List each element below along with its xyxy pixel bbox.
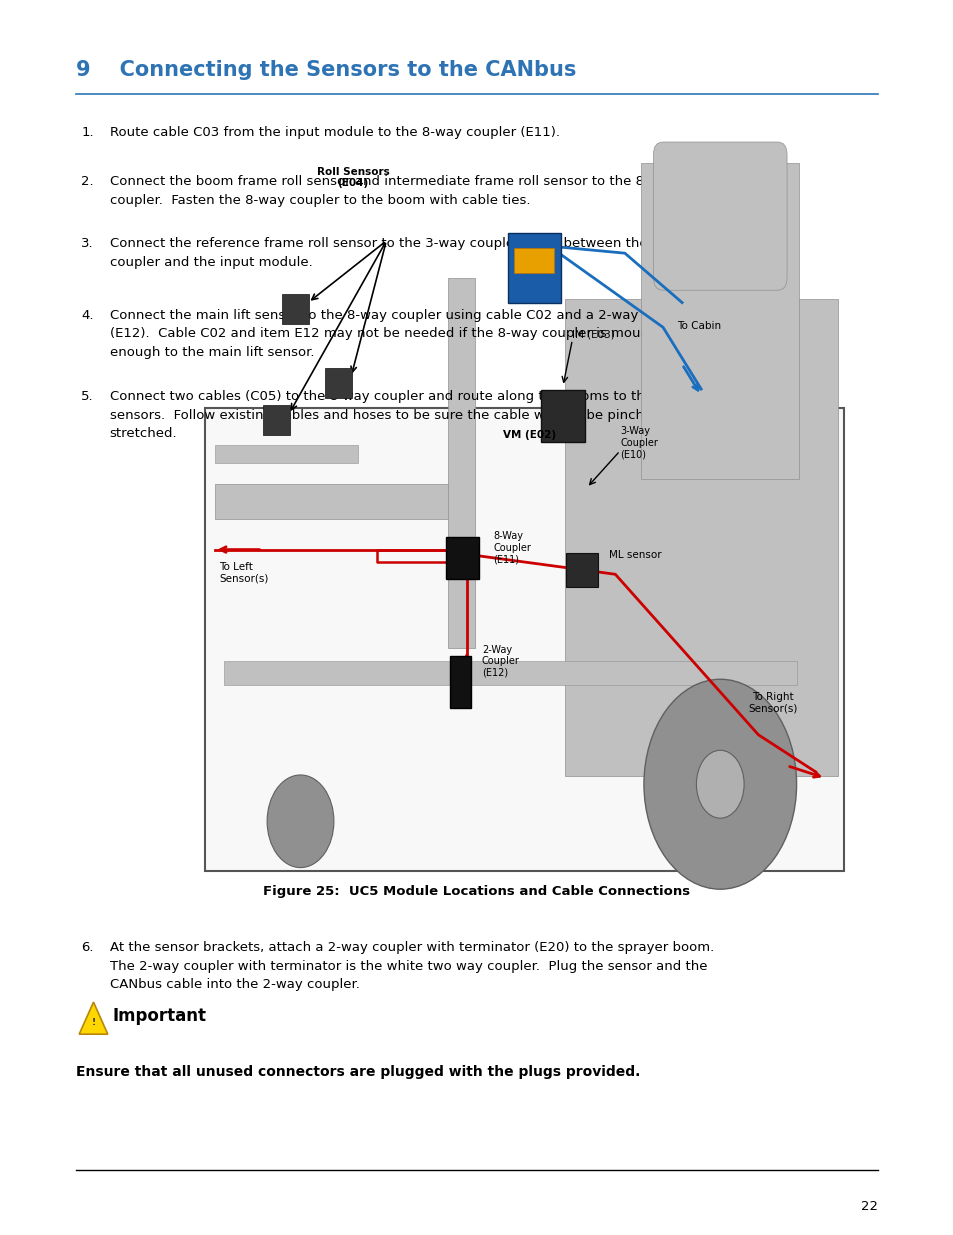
FancyBboxPatch shape — [653, 142, 786, 290]
FancyBboxPatch shape — [565, 553, 598, 587]
Ellipse shape — [696, 751, 743, 819]
FancyBboxPatch shape — [282, 294, 309, 324]
FancyBboxPatch shape — [446, 537, 478, 579]
Text: Connect the main lift sensor to the 8-way coupler using cable C02 and a 2-way co: Connect the main lift sensor to the 8-wa… — [110, 309, 709, 358]
Text: To Right
Sensor(s): To Right Sensor(s) — [747, 692, 797, 713]
FancyBboxPatch shape — [214, 445, 357, 463]
FancyBboxPatch shape — [507, 233, 560, 303]
FancyBboxPatch shape — [450, 656, 471, 708]
Text: 4.: 4. — [81, 309, 93, 322]
Text: Important: Important — [112, 1007, 207, 1025]
Text: 9    Connecting the Sensors to the CANbus: 9 Connecting the Sensors to the CANbus — [76, 61, 577, 80]
FancyBboxPatch shape — [564, 299, 837, 776]
Text: Roll Sensors
(E04): Roll Sensors (E04) — [316, 167, 389, 188]
Text: 3-Way
Coupler
(E10): 3-Way Coupler (E10) — [619, 426, 658, 459]
Text: 2-Way
Coupler
(E12): 2-Way Coupler (E12) — [481, 645, 519, 678]
Text: ML sensor: ML sensor — [608, 550, 660, 559]
Text: 2.: 2. — [81, 175, 93, 189]
Text: 1.: 1. — [81, 126, 93, 140]
Text: Connect the boom frame roll sensor and intermediate frame roll sensor to the 8-w: Connect the boom frame roll sensor and i… — [110, 175, 675, 207]
Text: To Left
Sensor(s): To Left Sensor(s) — [219, 562, 269, 583]
Ellipse shape — [643, 679, 796, 889]
Text: Connect the reference frame roll sensor to the 3-way coupler (E10) between the 8: Connect the reference frame roll sensor … — [110, 237, 691, 269]
FancyBboxPatch shape — [540, 390, 584, 442]
Text: Ensure that all unused connectors are plugged with the plugs provided.: Ensure that all unused connectors are pl… — [76, 1065, 640, 1078]
Text: Figure 25:  UC5 Module Locations and Cable Connections: Figure 25: UC5 Module Locations and Cabl… — [263, 885, 690, 899]
FancyBboxPatch shape — [214, 484, 462, 519]
FancyBboxPatch shape — [263, 405, 290, 435]
Text: 8-Way
Coupler
(E11): 8-Way Coupler (E11) — [493, 531, 531, 564]
Text: 3.: 3. — [81, 237, 93, 251]
Polygon shape — [79, 1002, 108, 1034]
Text: 6.: 6. — [81, 941, 93, 955]
Text: To Cabin: To Cabin — [677, 321, 720, 331]
FancyBboxPatch shape — [325, 368, 352, 398]
Text: !: ! — [91, 1018, 95, 1028]
Text: Route cable C03 from the input module to the 8-way coupler (E11).: Route cable C03 from the input module to… — [110, 126, 559, 140]
Text: IM (E03): IM (E03) — [572, 330, 615, 340]
FancyBboxPatch shape — [448, 278, 475, 648]
Text: At the sensor brackets, attach a 2-way coupler with terminator (E20) to the spra: At the sensor brackets, attach a 2-way c… — [110, 941, 713, 990]
Text: VM (E02): VM (E02) — [502, 430, 556, 440]
Text: 5.: 5. — [81, 390, 93, 404]
FancyBboxPatch shape — [514, 248, 554, 273]
Text: Connect two cables (C05) to the 8-way coupler and route along the booms to the w: Connect two cables (C05) to the 8-way co… — [110, 390, 688, 440]
FancyBboxPatch shape — [640, 163, 799, 479]
Ellipse shape — [267, 776, 334, 867]
FancyBboxPatch shape — [205, 408, 843, 871]
Text: 22: 22 — [860, 1200, 877, 1214]
FancyBboxPatch shape — [224, 661, 796, 685]
